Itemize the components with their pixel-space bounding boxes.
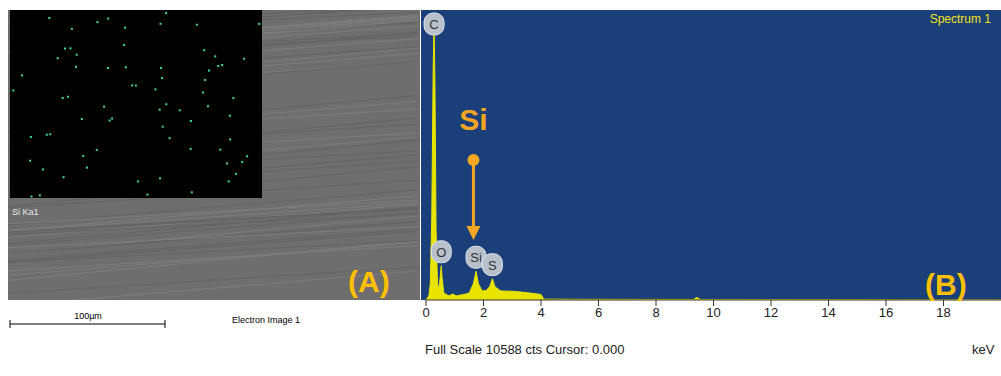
svg-text:O: O [436,245,446,260]
svg-text:2: 2 [480,305,487,320]
svg-text:Si: Si [470,250,482,265]
html-text:keV: keV [972,342,995,357]
svg-text:8: 8 [652,305,659,320]
html-text:Spectrum 1: Spectrum 1 [929,12,991,26]
svg-text:C: C [429,17,438,32]
svg-text:12: 12 [764,305,778,320]
svg-text:16: 16 [879,305,893,320]
svg-text:Electron Image 1: Electron Image 1 [232,315,300,325]
svg-text:100µm: 100µm [74,311,102,321]
svg-text:0: 0 [422,305,429,320]
svg-text:S: S [488,258,497,273]
html-text:(B): (B) [925,268,967,301]
svg-text:Si Ka1: Si Ka1 [12,207,39,217]
html-text:Full Scale 10588 cts Cursor: 0: Full Scale 10588 cts Cursor: 0.000 [425,342,625,357]
svg-text:14: 14 [821,305,835,320]
svg-text:6: 6 [595,305,602,320]
svg-text:18: 18 [936,305,950,320]
svg-text:10: 10 [706,305,720,320]
svg-text:Si: Si [459,103,487,136]
svg-text:(A): (A) [348,265,390,298]
svg-text:4: 4 [537,305,544,320]
